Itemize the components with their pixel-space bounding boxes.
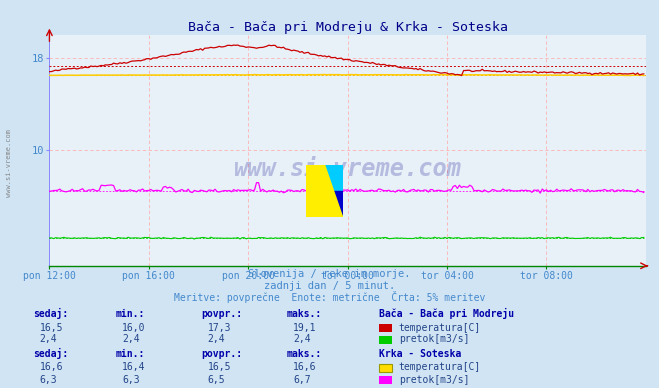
Text: 16,5: 16,5 [40,322,63,333]
Text: 16,6: 16,6 [293,362,317,372]
Text: zadnji dan / 5 minut.: zadnji dan / 5 minut. [264,281,395,291]
Text: 17,3: 17,3 [208,322,231,333]
Text: sedaj:: sedaj: [33,308,68,319]
Text: pretok[m3/s]: pretok[m3/s] [399,334,469,344]
Polygon shape [306,165,325,217]
Text: povpr.:: povpr.: [201,309,242,319]
Text: 2,4: 2,4 [208,334,225,344]
Text: povpr.:: povpr.: [201,349,242,359]
Text: 19,1: 19,1 [293,322,317,333]
Text: pretok[m3/s]: pretok[m3/s] [399,374,469,385]
Text: maks.:: maks.: [287,309,322,319]
Polygon shape [325,191,343,217]
Polygon shape [325,165,343,217]
Text: Krka - Soteska: Krka - Soteska [379,349,461,359]
Text: 16,6: 16,6 [40,362,63,372]
Text: 16,4: 16,4 [122,362,146,372]
Text: 6,5: 6,5 [208,374,225,385]
Text: min.:: min.: [115,349,145,359]
Text: 2,4: 2,4 [293,334,311,344]
Text: temperatura[C]: temperatura[C] [399,362,481,372]
Text: 6,3: 6,3 [40,374,57,385]
Text: Bača - Bača pri Modreju: Bača - Bača pri Modreju [379,308,514,319]
Text: 16,0: 16,0 [122,322,146,333]
Text: www.si-vreme.com: www.si-vreme.com [5,129,12,197]
Text: 6,3: 6,3 [122,374,140,385]
Text: temperatura[C]: temperatura[C] [399,322,481,333]
Text: 6,7: 6,7 [293,374,311,385]
Text: maks.:: maks.: [287,349,322,359]
Text: min.:: min.: [115,309,145,319]
Text: 2,4: 2,4 [40,334,57,344]
Title: Bača - Bača pri Modreju & Krka - Soteska: Bača - Bača pri Modreju & Krka - Soteska [188,21,507,34]
Text: www.si-vreme.com: www.si-vreme.com [234,157,461,181]
Text: sedaj:: sedaj: [33,348,68,359]
Text: 2,4: 2,4 [122,334,140,344]
Text: Meritve: povprečne  Enote: metrične  Črta: 5% meritev: Meritve: povprečne Enote: metrične Črta:… [174,291,485,303]
Text: 16,5: 16,5 [208,362,231,372]
Polygon shape [325,165,343,191]
Text: Slovenija / reke in morje.: Slovenija / reke in morje. [248,269,411,279]
